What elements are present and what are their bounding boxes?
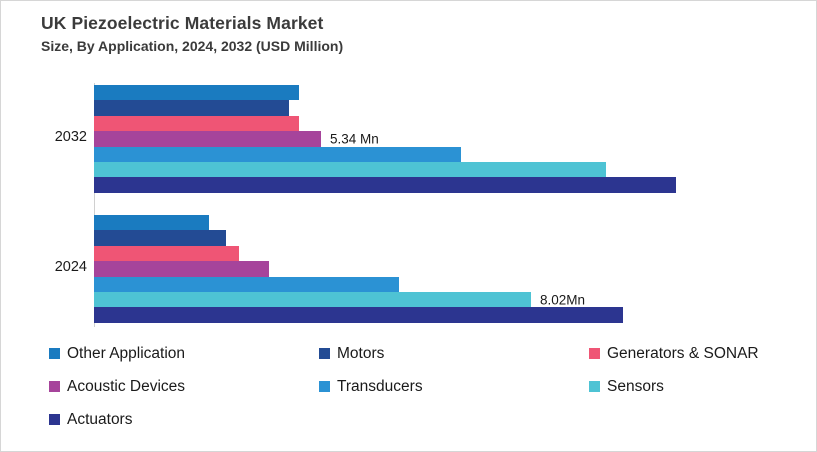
legend-swatch-icon: [49, 348, 60, 359]
bar-actuators-2032[interactable]: [94, 177, 676, 193]
bar-acoustic-devices-2024[interactable]: [94, 261, 269, 277]
legend-label: Transducers: [337, 377, 423, 395]
bar-transducers-2032[interactable]: [94, 146, 461, 162]
legend-row: Actuators: [49, 403, 789, 436]
bar-generators-sonar-2032[interactable]: [94, 115, 299, 132]
legend-item-transducers[interactable]: Transducers: [319, 378, 589, 396]
chart-title: UK Piezoelectric Materials Market: [41, 13, 324, 33]
legend-row: Acoustic Devices Transducers Sensors: [49, 370, 789, 403]
bar-motors-2024[interactable]: [94, 230, 226, 246]
bar-value-acoustic-devices-2032: 5.34 Mn: [330, 131, 379, 147]
legend-item-motors[interactable]: Motors: [319, 345, 589, 363]
bar-acoustic-devices-2032[interactable]: [94, 131, 321, 147]
legend-label: Motors: [337, 344, 385, 362]
title-block: UK Piezoelectric Materials Market Size, …: [41, 11, 741, 57]
bar-other-application-2024[interactable]: [94, 215, 209, 231]
bar-generators-sonar-2024[interactable]: [94, 245, 239, 262]
legend-item-other-application[interactable]: Other Application: [49, 345, 319, 363]
category-label-2032: 2032: [54, 129, 87, 145]
legend-item-sensors[interactable]: Sensors: [589, 377, 816, 396]
legend-swatch-icon: [589, 381, 600, 392]
legend-label: Generators & SONAR: [607, 344, 759, 362]
legend-row: Other Application Motors Generators & SO…: [49, 337, 789, 370]
legend-item-acoustic-devices[interactable]: Acoustic Devices: [49, 378, 319, 396]
chart-legend: Other Application Motors Generators & SO…: [49, 337, 789, 436]
legend-item-generators-sonar[interactable]: Generators & SONAR: [589, 344, 816, 363]
legend-swatch-icon: [319, 381, 330, 392]
chart-subtitle: Size, By Application, 2024, 2032 (USD Mi…: [41, 38, 344, 54]
legend-swatch-icon: [589, 348, 600, 359]
legend-swatch-icon: [49, 414, 60, 425]
bar-group-2032: 2032 5.34 Mn: [1, 85, 816, 193]
legend-item-actuators[interactable]: Actuators: [49, 411, 319, 429]
category-axis-line: [94, 83, 95, 327]
bar-value-sensors-2024: 8.02Mn: [540, 292, 586, 308]
bar-other-application-2032[interactable]: [94, 85, 299, 101]
legend-label: Actuators: [67, 410, 133, 428]
legend-swatch-icon: [49, 381, 60, 392]
bar-motors-2032[interactable]: [94, 100, 289, 116]
bar-group-2024: 2024: [1, 215, 816, 323]
bar-actuators-2024[interactable]: [94, 307, 623, 323]
bar-sensors-2024[interactable]: [94, 291, 531, 308]
category-label-2024: 2024: [54, 259, 87, 275]
plot-area: 2032 5.34 Mn: [1, 79, 816, 329]
legend-label: Sensors: [607, 377, 664, 395]
legend-label: Acoustic Devices: [67, 377, 186, 395]
bar-sensors-2032[interactable]: [94, 161, 606, 178]
legend-label: Other Application: [67, 344, 186, 362]
legend-swatch-icon: [319, 348, 330, 359]
bar-transducers-2024[interactable]: [94, 276, 399, 292]
